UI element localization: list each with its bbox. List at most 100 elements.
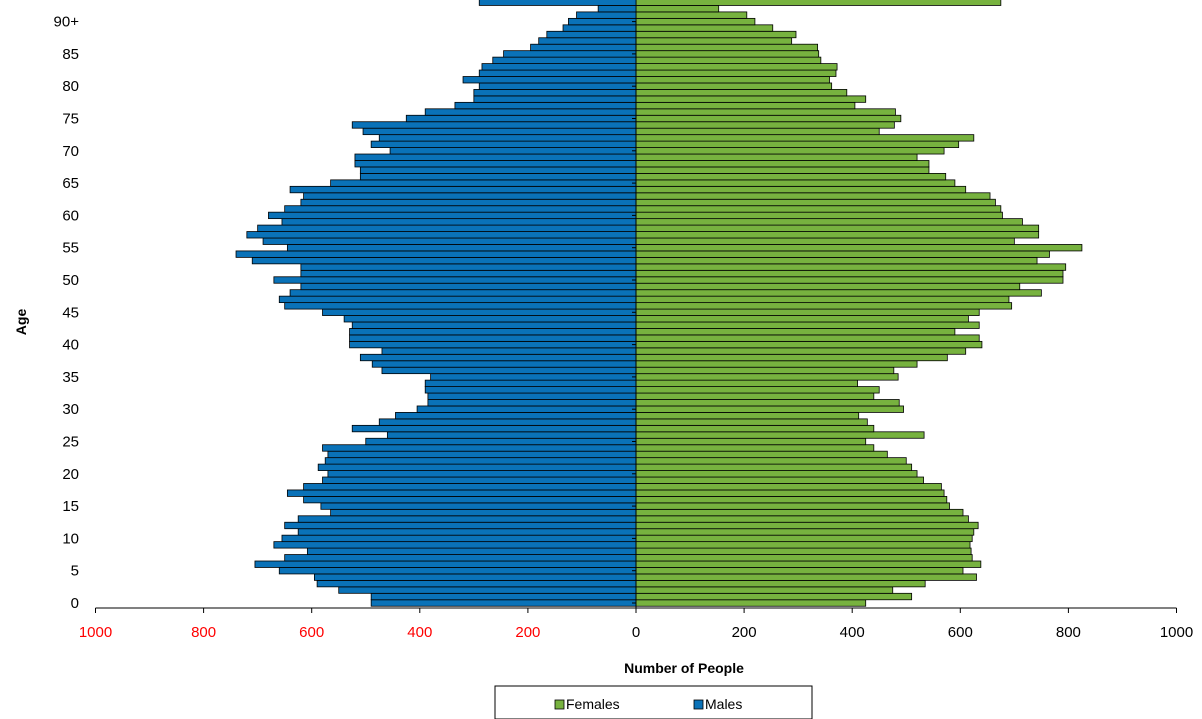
- males-bar-age-undefined: [478, 0, 637, 6]
- females-bar-age-34: [635, 379, 859, 387]
- x-tick-labels: 1000 800 600 400 200 0 200 400 600 800 1000: [79, 624, 1193, 641]
- x-tick-label: 1000: [1160, 624, 1193, 641]
- x-tick-label: 600: [299, 624, 324, 641]
- females-bar-age-2: [635, 586, 894, 594]
- females-bar-age-undefined: [635, 11, 748, 19]
- females-bar-age-28: [635, 418, 868, 426]
- males-bar-age-28: [378, 418, 637, 426]
- males-bar-age-31: [427, 399, 637, 407]
- males-bar-age-68: [354, 160, 637, 168]
- females-bar-age-33: [635, 386, 880, 394]
- females-bar-age-61: [635, 205, 1002, 213]
- males-bar-age-59: [281, 218, 637, 226]
- males-bar-age-67: [359, 166, 637, 174]
- males-bar-age-79: [473, 89, 637, 97]
- x-tick-label: 400: [407, 624, 432, 641]
- legend-box: [494, 685, 813, 719]
- males-bar-age-19: [322, 476, 637, 484]
- females-bars: [635, 0, 1083, 607]
- males-bar-age-84: [492, 56, 637, 64]
- females-bar-age-41: [635, 334, 980, 342]
- females-bar-age-50: [635, 276, 1064, 284]
- females-bar-age-75: [635, 114, 902, 123]
- males-bar-age-66: [359, 173, 637, 181]
- females-bar-age-18: [635, 483, 942, 491]
- males-bar-age-65: [330, 179, 637, 187]
- females-bar-age-79: [635, 89, 848, 97]
- y-tick-label: 40: [62, 337, 79, 354]
- females-bar-age-40: [635, 340, 983, 349]
- females-bar-age-77: [635, 101, 856, 110]
- females-bar-age-42: [635, 328, 956, 336]
- legend-label-females: Females: [566, 696, 620, 712]
- males-bar-age-52: [300, 263, 637, 271]
- females-bar-age-80: [635, 82, 833, 90]
- females-bar-age-89: [635, 24, 774, 32]
- females-bar-age-47: [635, 295, 1010, 304]
- females-bar-age-71: [635, 140, 960, 148]
- males-bar-age-53: [251, 256, 637, 265]
- males-bar-age-50: [273, 276, 637, 284]
- males-bar-age-25: [365, 437, 637, 446]
- y-tick-label: 45: [62, 304, 79, 321]
- females-bar-age-17: [635, 489, 945, 497]
- x-axis-title: Number of People: [624, 660, 744, 676]
- males-bar-age-12: [284, 521, 637, 530]
- males-bar-age-48: [289, 289, 637, 297]
- y-tick-label: 65: [62, 175, 79, 192]
- males-bar-age-83: [481, 63, 637, 71]
- females-bar-age-64: [635, 185, 967, 194]
- x-tick-label: 600: [948, 624, 973, 641]
- females-bar-age-85: [635, 50, 820, 58]
- females-bar-age-55: [635, 244, 1083, 252]
- males-bar-age-55: [286, 244, 637, 252]
- males-bar-age-18: [303, 483, 637, 491]
- females-bar-age-31: [635, 399, 900, 407]
- males-bar-age-57: [246, 231, 637, 239]
- females-bar-age-23: [635, 450, 888, 459]
- females-bar-age-43: [635, 321, 980, 329]
- males-bar-age-23: [327, 450, 637, 459]
- males-bar-age-3: [316, 579, 637, 588]
- males-bar-age-35: [430, 373, 637, 381]
- axes: [95, 21, 1177, 613]
- females-bar-age-5: [635, 567, 964, 575]
- legend: Females Males: [494, 685, 813, 719]
- males-bar-age-39: [381, 347, 637, 355]
- males-bar-age-undefined: [576, 11, 637, 19]
- females-bar-age-10: [635, 534, 973, 543]
- females-bar-age-84: [635, 56, 822, 64]
- females-bar-age-53: [635, 256, 1038, 265]
- y-tick-label: 0: [71, 595, 79, 612]
- legend-swatch-males: [693, 699, 704, 710]
- females-bar-age-13: [635, 515, 969, 523]
- females-bar-age-11: [635, 528, 975, 536]
- females-bar-age-0: [635, 599, 867, 607]
- males-bar-age-30: [416, 405, 637, 413]
- y-tick-label: 85: [62, 46, 79, 63]
- females-bar-age-65: [635, 179, 956, 187]
- males-bar-age-22: [324, 457, 637, 465]
- y-axis-title: Age: [13, 309, 29, 336]
- males-bar-age-26: [386, 431, 637, 439]
- males-bar-age-64: [289, 185, 637, 194]
- females-bar-age-26: [635, 431, 925, 439]
- y-tick-label: 35: [62, 369, 79, 386]
- males-bar-age-74: [351, 121, 637, 129]
- males-bar-age-75: [405, 114, 637, 123]
- y-tick-label: 50: [62, 272, 79, 289]
- females-bar-age-73: [635, 127, 880, 136]
- males-bar-age-32: [427, 392, 637, 400]
- males-bar-age-10: [281, 534, 637, 543]
- females-bar-age-78: [635, 95, 867, 103]
- females-bar-age-63: [635, 192, 991, 200]
- males-bar-age-80: [478, 82, 637, 90]
- males-bar-age-69: [354, 153, 637, 161]
- males-bar-age-41: [349, 334, 637, 342]
- males-bar-age-44: [343, 315, 637, 323]
- females-bar-age-46: [635, 302, 1013, 310]
- y-tick-label: 90+: [54, 14, 80, 31]
- males-bar-age-45: [322, 308, 637, 316]
- females-bar-age-9: [635, 541, 971, 549]
- males-bar-age-63: [303, 192, 637, 200]
